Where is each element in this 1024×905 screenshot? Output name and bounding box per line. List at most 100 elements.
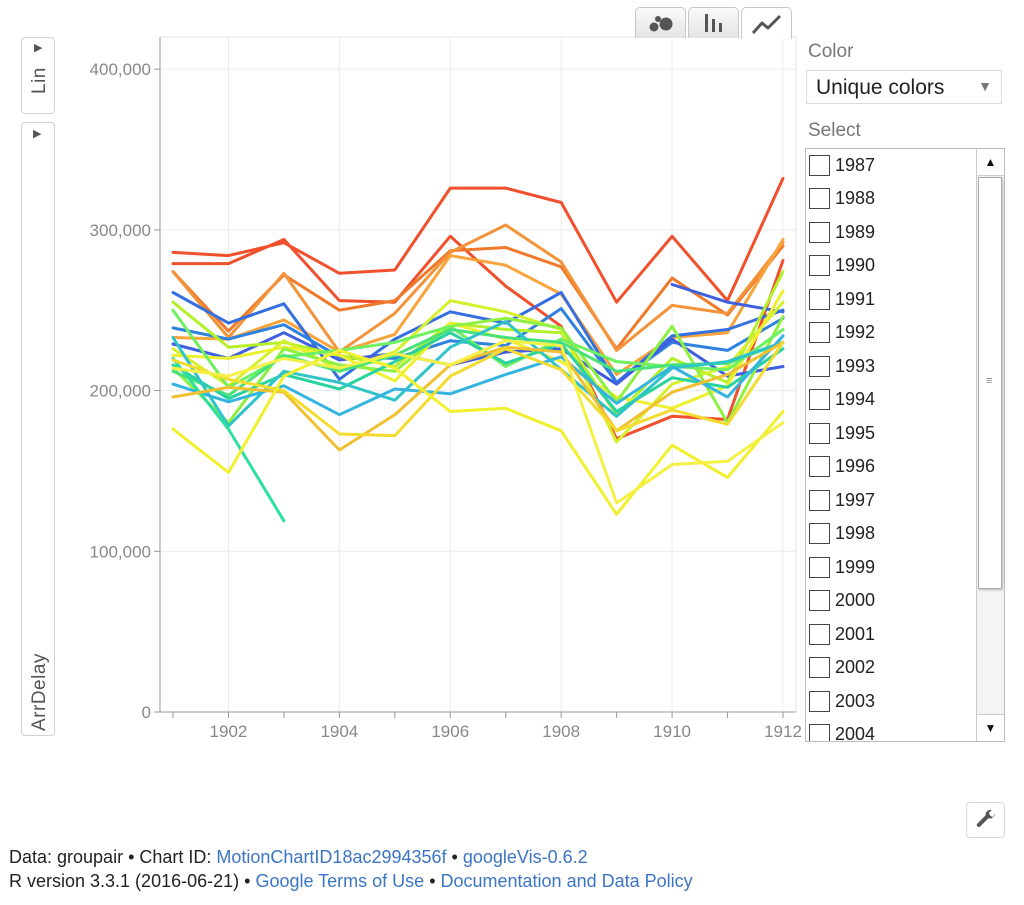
color-label: Color bbox=[808, 41, 854, 62]
select-item[interactable]: 1991 bbox=[809, 286, 875, 312]
tab-bubble-chart[interactable] bbox=[635, 7, 686, 38]
wrench-icon bbox=[976, 809, 995, 827]
chart-id-link[interactable]: MotionChartID18ac2994356f bbox=[216, 847, 447, 867]
select-item[interactable]: 1987 bbox=[809, 152, 875, 178]
y-axis-variable-selector[interactable]: ▶ ArrDelay bbox=[21, 122, 55, 736]
select-item-label: 1996 bbox=[835, 456, 876, 476]
select-checkbox[interactable] bbox=[809, 322, 830, 343]
chart-series bbox=[171, 176, 785, 523]
dropdown-arrow-icon: ▶ bbox=[34, 42, 43, 54]
y-tick-label: 200,000 bbox=[90, 382, 151, 401]
select-item-label: 1992 bbox=[835, 322, 876, 342]
select-checkbox[interactable] bbox=[809, 288, 830, 310]
tab-bar-chart[interactable] bbox=[688, 7, 739, 38]
settings-button[interactable] bbox=[966, 802, 1005, 838]
select-scrollbar[interactable]: ▲ ≡ ▼ bbox=[976, 149, 1004, 741]
bubble-chart-icon bbox=[649, 16, 672, 32]
select-item[interactable]: 1993 bbox=[809, 353, 875, 379]
select-item-label: 1988 bbox=[835, 188, 876, 208]
select-item-label: 2002 bbox=[835, 657, 876, 677]
select-item[interactable]: 1992 bbox=[809, 320, 875, 346]
series-line bbox=[171, 238, 785, 376]
arrow-down-icon: ▼ bbox=[984, 721, 997, 735]
chart-type-tabs bbox=[635, 7, 796, 39]
select-item[interactable]: 1994 bbox=[809, 387, 875, 413]
terms-link[interactable]: Google Terms of Use bbox=[255, 871, 425, 891]
scroll-thumb[interactable]: ≡ bbox=[978, 177, 1002, 589]
select-item-label: 1994 bbox=[835, 389, 876, 409]
select-checkbox[interactable] bbox=[809, 556, 830, 578]
select-checkbox[interactable] bbox=[809, 154, 830, 176]
select-item-label: 2004 bbox=[835, 724, 876, 742]
x-tick-label: 1910 bbox=[653, 722, 691, 741]
select-item[interactable]: 1989 bbox=[809, 219, 875, 245]
footer-line-2: R version 3.3.1 (2016-06-21) • Google Te… bbox=[9, 869, 693, 893]
select-item[interactable]: 1988 bbox=[809, 186, 875, 212]
select-item-label: 2000 bbox=[835, 590, 876, 610]
select-item-label: 1995 bbox=[835, 422, 876, 443]
select-item[interactable]: 2001 bbox=[809, 621, 875, 647]
series-line bbox=[171, 289, 785, 410]
footer-line-1: Data: groupair • Chart ID: MotionChartID… bbox=[9, 845, 693, 869]
series-line bbox=[171, 339, 785, 505]
select-checkbox[interactable] bbox=[809, 590, 830, 611]
y-tick-label: 100,000 bbox=[90, 542, 151, 561]
select-checkbox[interactable] bbox=[809, 255, 830, 276]
select-item-label: 2001 bbox=[835, 623, 876, 644]
select-item-label: 1990 bbox=[835, 255, 876, 275]
select-item-label: 1991 bbox=[835, 288, 876, 309]
y-tick-label: 0 bbox=[142, 703, 151, 722]
y-axis-label: ArrDelay bbox=[29, 653, 50, 731]
series-line bbox=[171, 291, 785, 384]
x-tick-label: 1902 bbox=[210, 722, 248, 741]
series-line bbox=[171, 356, 286, 523]
policy-link[interactable]: Documentation and Data Policy bbox=[440, 871, 693, 891]
arrow-up-icon: ▲ bbox=[984, 155, 997, 169]
series-line bbox=[171, 348, 785, 516]
line-chart-icon bbox=[751, 14, 781, 34]
select-item[interactable]: 2004 bbox=[809, 722, 876, 742]
series-line bbox=[171, 223, 785, 354]
series-line bbox=[171, 340, 785, 438]
select-list: 1987 1988 1989 1990 1991 1992 1993 1994 1995 1996… bbox=[805, 148, 1005, 742]
chevron-down-icon: ▼ bbox=[978, 78, 992, 94]
y-scale-toggle[interactable]: Lin ▶ bbox=[21, 37, 55, 114]
footer-r-version: R version 3.3.1 (2016-06-21) • bbox=[9, 871, 256, 891]
bar-chart-icon bbox=[704, 14, 722, 32]
select-checkbox[interactable] bbox=[809, 221, 830, 243]
x-tick-label: 1904 bbox=[320, 722, 358, 741]
select-item[interactable]: 1999 bbox=[809, 554, 875, 580]
y-scale-label: Lin bbox=[29, 67, 50, 94]
select-checkbox[interactable] bbox=[809, 623, 830, 645]
series-line bbox=[171, 270, 785, 417]
color-dropdown[interactable]: Unique colors ▼ bbox=[806, 70, 1002, 104]
select-item[interactable]: 1998 bbox=[809, 521, 875, 547]
select-item[interactable]: 1995 bbox=[809, 420, 875, 446]
chart-axes: 0 100,000 200,000 300,000 400,000 1902 1904 190… bbox=[90, 37, 802, 741]
grip-icon: ≡ bbox=[986, 375, 993, 387]
select-item[interactable]: 1997 bbox=[809, 487, 875, 513]
select-checkbox[interactable] bbox=[809, 724, 830, 741]
select-item[interactable]: 1990 bbox=[809, 253, 875, 279]
select-checkbox[interactable] bbox=[809, 389, 830, 410]
package-link[interactable]: googleVis-0.6.2 bbox=[462, 847, 588, 867]
select-item[interactable]: 2002 bbox=[809, 655, 875, 681]
select-item-label: 1987 bbox=[835, 154, 876, 175]
scroll-up-button[interactable]: ▲ bbox=[977, 149, 1004, 176]
select-checkbox[interactable] bbox=[809, 657, 830, 678]
tab-line-chart[interactable] bbox=[741, 7, 792, 39]
select-item[interactable]: 2000 bbox=[809, 588, 875, 614]
select-checkbox[interactable] bbox=[809, 355, 830, 377]
x-tick-label: 1912 bbox=[764, 722, 802, 741]
select-checkbox[interactable] bbox=[809, 188, 830, 209]
select-checkbox[interactable] bbox=[809, 422, 830, 444]
select-item[interactable]: 1996 bbox=[809, 454, 875, 480]
select-checkbox[interactable] bbox=[809, 456, 830, 477]
play-arrow-icon: ▶ bbox=[33, 128, 42, 140]
select-checkbox[interactable] bbox=[809, 489, 830, 511]
select-item[interactable]: 2003 bbox=[809, 688, 875, 714]
scroll-down-button[interactable]: ▼ bbox=[977, 714, 1004, 741]
select-checkbox[interactable] bbox=[809, 690, 830, 712]
select-checkbox[interactable] bbox=[809, 523, 830, 544]
